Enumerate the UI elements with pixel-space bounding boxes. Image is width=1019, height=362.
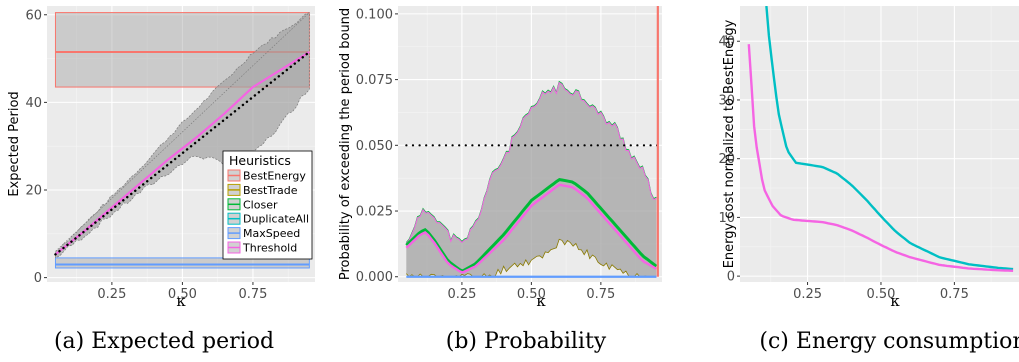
duplicateall-line [765,6,1014,271]
panel-a-ylabel: Expected Period [7,91,22,196]
panel-c-y-ticks: 0 10 20 30 40 [718,35,740,285]
legend-label-threshold: Threshold [242,242,297,255]
panel-c-caption: (c) Energy consumption [759,329,1019,354]
panel-a-ytick-label: 20 [25,184,42,199]
panel-c-ytick-label: 10 [718,211,735,226]
panel-b-ylabel: Probability of exceeding the period boun… [338,8,353,280]
panel-c-ylabel: Energy cost normalized to BestEnergy [722,19,737,268]
upper-reference-line [55,12,310,252]
panel-b-xtick-label: 0.75 [586,287,615,302]
panel-c-ytick-label: 40 [718,35,735,50]
closer-line [405,178,658,273]
panel-a-xtick-label: 0.25 [97,287,126,302]
legend-label-closer: Closer [243,198,278,211]
panel-a-ytick-label: 60 [25,8,42,23]
panel-b-ytick-label: 0.075 [356,73,393,88]
panel-c-xlabel: κ [890,292,900,310]
legend-label-besttrade: BestTrade [243,184,298,197]
panel-b-xlabel: κ [536,292,546,310]
legend-label-bestenergy: BestEnergy [243,170,306,183]
panel-c-ytick-label: 30 [718,93,735,108]
legend-label-maxspeed: MaxSpeed [243,227,300,240]
panel-b-xtick-label: 0.25 [447,287,476,302]
band-upper-closer [405,80,657,243]
panel-a-xtick-label: 0.75 [238,287,267,302]
panel-b-marks [405,6,659,278]
panel-c-ytick-label: 20 [718,152,735,167]
probability-band [406,82,657,277]
panel-a-xtick-label: 0.50 [168,287,197,302]
panel-a-marks [54,12,311,269]
panel-b-x-ticks: 0.25 0.50 0.75 [447,282,615,302]
threshold-line [405,183,658,274]
legend-title: Heuristics [229,153,291,168]
panel-b-xtick-label: 0.50 [517,287,546,302]
panel-c-xtick-label: 0.25 [793,287,822,302]
panel-c-xtick-label: 0.75 [940,287,969,302]
legend-label-duplicateall: DuplicateAll [243,213,309,226]
panel-c-marks [747,6,1014,272]
panel-b-y-ticks: 0.000 0.025 0.050 0.075 0.100 [356,7,398,285]
panel-a-ytick-label: 40 [25,96,42,111]
band-upper-threshold [405,81,657,244]
panel-a-xlabel: κ [176,292,186,310]
panel-a-y-ticks: 0 20 40 60 [25,8,47,286]
panel-b-ytick-label: 0.050 [356,139,393,154]
panel-c-plot-background [740,6,1019,282]
panel-c-ytick-label: 0 [727,270,735,285]
panel-a-ytick-label: 0 [34,271,42,286]
threshold-line [747,44,1014,272]
expected-period-dotted-line [54,50,311,256]
panel-c: 0 10 20 30 40 0.25 0.50 0.75 Energy cost norma… [718,6,1019,354]
panel-a: 0 20 40 60 0.25 0.50 0.75 Expected Period κ (… [7,6,315,354]
panel-b: 0.000 0.025 0.050 0.075 0.100 0.25 0.50 0.75 P… [338,6,662,354]
panel-c-grid [740,6,1019,282]
panel-a-x-ticks: 0.25 0.50 0.75 [97,282,267,302]
panel-c-xtick-label: 0.50 [866,287,895,302]
panel-b-ytick-label: 0.025 [356,205,393,220]
maxspeed-band [54,257,310,269]
legend-box [222,150,313,260]
panel-b-ytick-label: 0.000 [356,270,393,285]
panel-b-caption: (b) Probability [446,329,607,354]
panel-c-x-ticks: 0.25 0.50 0.75 [793,282,969,302]
panel-b-ytick-label: 0.100 [356,7,393,22]
panel-a-caption: (a) Expected period [54,329,274,354]
threshold-band [55,12,310,259]
